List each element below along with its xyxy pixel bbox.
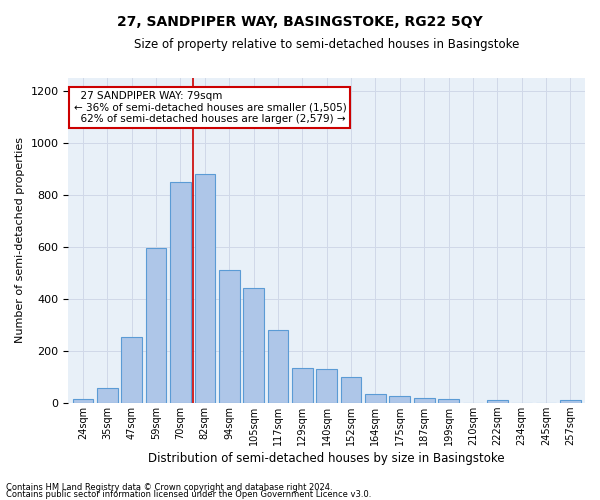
Bar (316, 369, 337, 403)
Y-axis label: Number of semi-detached properties: Number of semi-detached properties (15, 138, 25, 344)
Bar (243, 288, 264, 403)
Bar (389, 396, 410, 403)
Bar (365, 394, 386, 403)
Bar (97, 388, 118, 403)
Bar (146, 248, 166, 403)
Text: 27, SANDPIPER WAY, BASINGSTOKE, RG22 5QY: 27, SANDPIPER WAY, BASINGSTOKE, RG22 5QY (117, 15, 483, 29)
Bar (121, 336, 142, 403)
Bar (73, 399, 94, 403)
X-axis label: Distribution of semi-detached houses by size in Basingstoke: Distribution of semi-detached houses by … (148, 452, 505, 465)
Bar (292, 368, 313, 403)
Bar (438, 399, 459, 403)
Text: Contains public sector information licensed under the Open Government Licence v3: Contains public sector information licen… (6, 490, 371, 499)
Bar (194, 174, 215, 403)
Text: Contains HM Land Registry data © Crown copyright and database right 2024.: Contains HM Land Registry data © Crown c… (6, 484, 332, 492)
Bar (219, 270, 239, 403)
Bar (560, 400, 581, 403)
Bar (170, 182, 191, 403)
Bar (487, 400, 508, 403)
Bar (341, 377, 361, 403)
Title: Size of property relative to semi-detached houses in Basingstoke: Size of property relative to semi-detach… (134, 38, 520, 51)
Bar (268, 330, 289, 403)
Text: 27 SANDPIPER WAY: 79sqm
← 36% of semi-detached houses are smaller (1,505)
  62% : 27 SANDPIPER WAY: 79sqm ← 36% of semi-de… (74, 91, 346, 124)
Bar (414, 398, 434, 403)
